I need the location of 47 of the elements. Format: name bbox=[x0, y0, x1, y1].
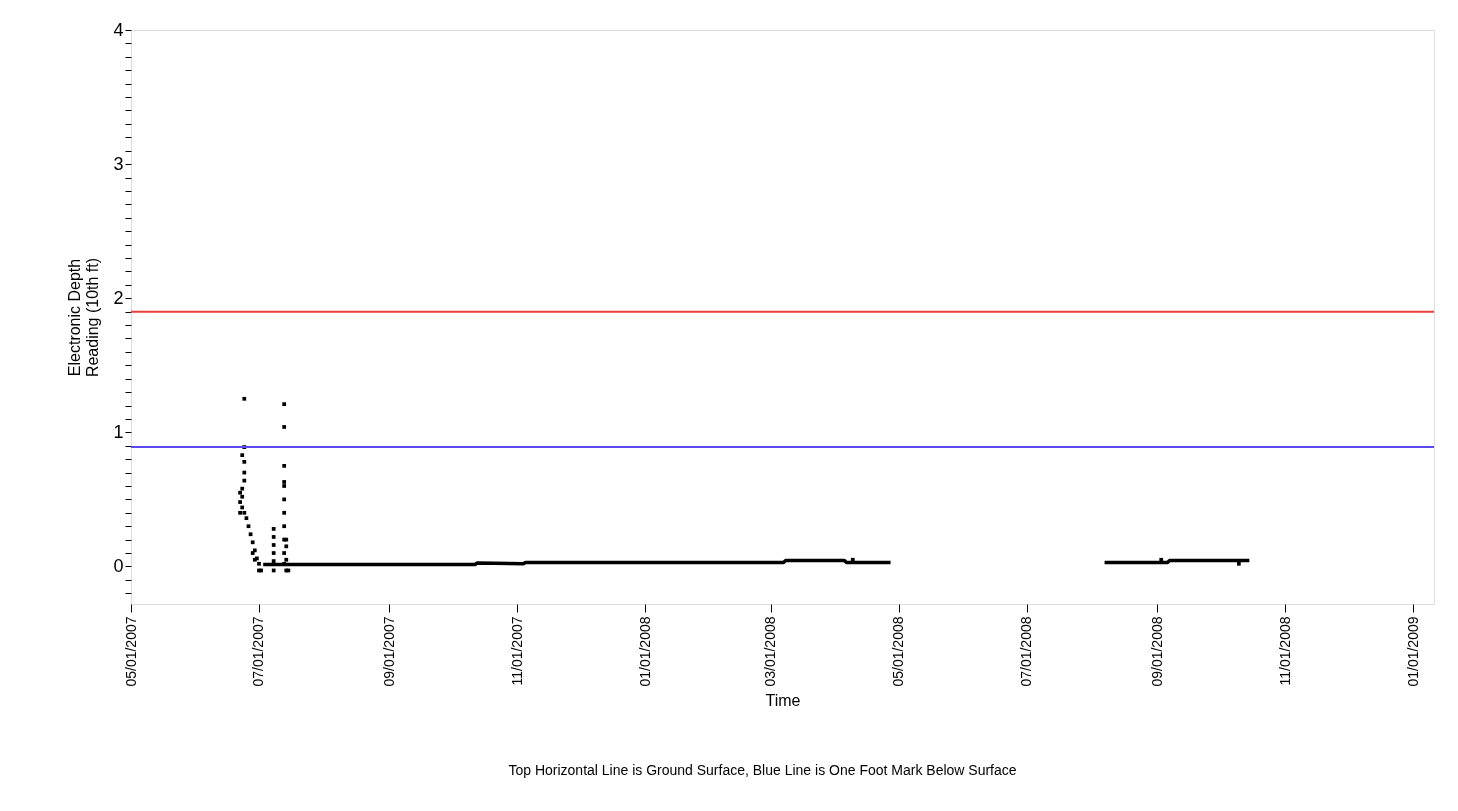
x-tick-label: 11/01/2007 bbox=[508, 616, 525, 686]
point bbox=[271, 527, 276, 531]
point bbox=[238, 510, 242, 515]
x-tick-label: 01/01/2008 bbox=[636, 616, 653, 687]
point bbox=[238, 500, 242, 504]
point bbox=[282, 402, 287, 407]
point bbox=[282, 425, 287, 429]
x-tick-label: 11/01/2008 bbox=[1276, 616, 1293, 686]
point bbox=[242, 459, 247, 464]
point bbox=[240, 494, 245, 499]
point bbox=[257, 561, 261, 566]
point bbox=[282, 524, 287, 529]
point bbox=[240, 453, 245, 458]
point bbox=[271, 559, 276, 563]
x-tick-label: 09/01/2008 bbox=[1148, 616, 1165, 687]
y-tick-label: 3 bbox=[113, 153, 124, 174]
point bbox=[271, 551, 276, 555]
point bbox=[271, 535, 276, 539]
y-tick-label: 4 bbox=[113, 19, 124, 40]
point bbox=[250, 540, 255, 545]
text: Top Horizontal Line is Ground Surface, Blue Line is One Foot Mark Below Surface bbox=[508, 762, 1017, 778]
point bbox=[282, 480, 287, 484]
point bbox=[242, 510, 247, 515]
point bbox=[1236, 561, 1241, 566]
y-tick-label: 2 bbox=[113, 287, 124, 308]
x-axis-title: Time bbox=[765, 691, 801, 709]
point bbox=[282, 551, 287, 555]
x-tick-label: 01/01/2009 bbox=[1404, 616, 1421, 687]
y-tick-label: 0 bbox=[113, 555, 124, 576]
point bbox=[250, 551, 255, 555]
point bbox=[284, 544, 289, 549]
point bbox=[282, 484, 287, 488]
point bbox=[271, 543, 276, 547]
y-axis-title: Electronic Depth Reading (10th ft) bbox=[66, 257, 102, 378]
point bbox=[282, 510, 287, 515]
point bbox=[240, 486, 245, 491]
x-tick-label: 09/01/2007 bbox=[380, 616, 397, 687]
point bbox=[238, 490, 242, 495]
x-tick-label: 05/01/2007 bbox=[122, 616, 139, 687]
point bbox=[282, 463, 287, 468]
x-tick-label: 03/01/2008 bbox=[762, 616, 779, 687]
point bbox=[242, 396, 247, 401]
y-tick-label: 1 bbox=[113, 421, 124, 442]
x-tick-label: 07/01/2008 bbox=[1018, 616, 1035, 687]
x-tick-label: 05/01/2008 bbox=[890, 616, 907, 687]
point bbox=[284, 557, 289, 562]
x-tick-label: 07/01/2007 bbox=[250, 616, 267, 687]
